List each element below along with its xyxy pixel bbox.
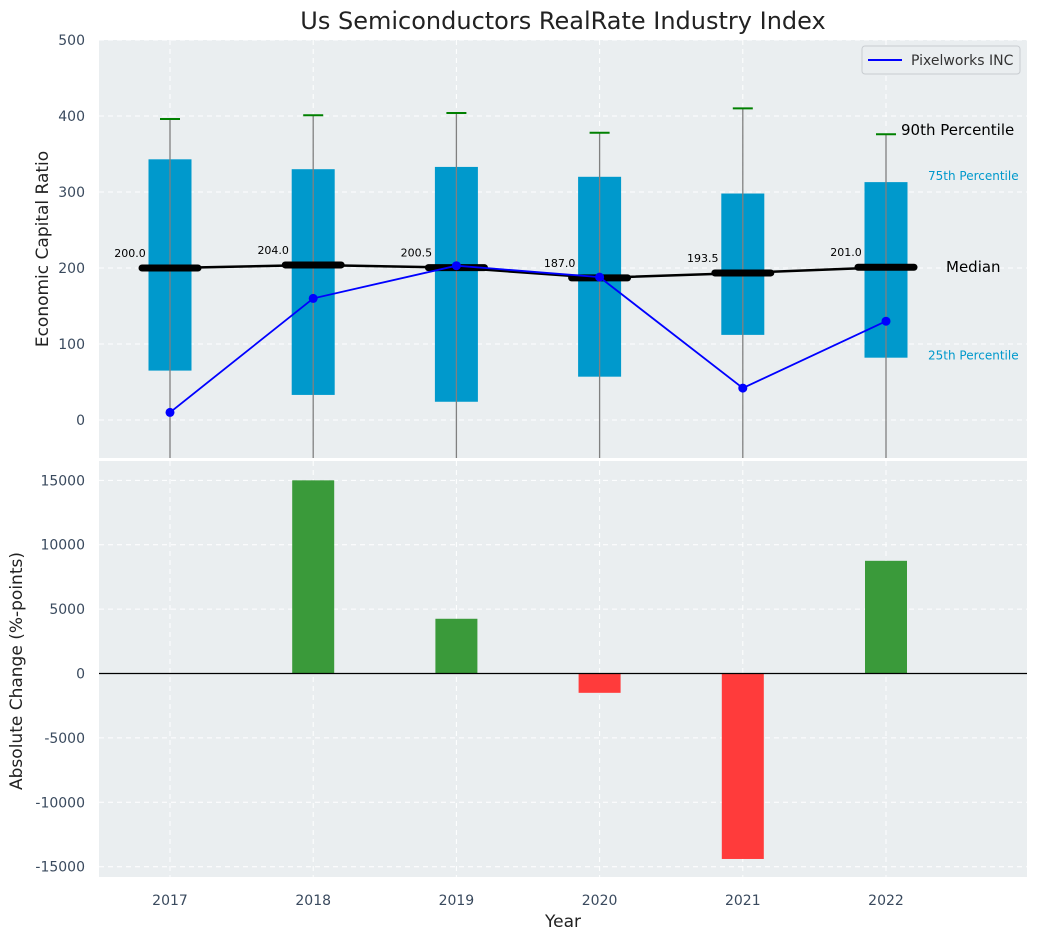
- median-value-label: 187.0: [544, 257, 576, 270]
- bottom-y-tick-label: 0: [76, 667, 85, 683]
- x-tick-label: 2017: [152, 893, 188, 909]
- change-bar: [435, 618, 478, 674]
- bottom-y-tick-label: -5000: [44, 731, 85, 747]
- x-tick-label: 2022: [868, 893, 904, 909]
- top-y-tick-label: 300: [58, 185, 85, 201]
- x-tick-label: 2021: [725, 893, 761, 909]
- change-bar: [292, 480, 335, 674]
- p25-annotation: 25th Percentile: [928, 349, 1019, 363]
- bottom-y-tick-label: 15000: [40, 473, 85, 489]
- legend-box: [861, 45, 1021, 75]
- median-value-label: 193.5: [687, 252, 719, 265]
- series-point: [308, 293, 318, 303]
- bottom-y-tick-label: 10000: [40, 538, 85, 554]
- series-point: [595, 272, 605, 282]
- series-point: [881, 316, 891, 326]
- bottom-y-tick-label: -10000: [35, 795, 85, 811]
- chart-title: Us Semiconductors RealRate Industry Inde…: [300, 7, 825, 35]
- bottom-panel: -15000 -10000 -5000 0 5000 10000 15000 2017 2018…: [35, 458, 1027, 909]
- series-point: [451, 261, 461, 271]
- top-y-axis-label: Economic Capital Ratio: [33, 151, 53, 347]
- bottom-y-tick-label: 5000: [49, 602, 85, 618]
- change-bar: [721, 673, 764, 859]
- change-bar: [865, 560, 907, 674]
- legend: Pixelworks INC: [861, 45, 1021, 75]
- change-bar: [578, 673, 621, 693]
- median-value-label: 200.5: [401, 247, 433, 260]
- median-annotation: Median: [946, 258, 1001, 276]
- series-point: [738, 383, 748, 393]
- x-tick-label: 2020: [582, 893, 618, 909]
- series-line: [169, 264, 887, 414]
- top-y-tick-label: 100: [58, 337, 85, 353]
- bottom-y-tick-label: -15000: [35, 860, 85, 876]
- median-value-label: 200.0: [114, 247, 146, 260]
- legend-label: Pixelworks INC: [911, 53, 1014, 69]
- p90-annotation: 90th Percentile: [901, 121, 1014, 139]
- median-value-label: 201.0: [830, 246, 862, 259]
- top-y-tick-label: 500: [58, 33, 85, 49]
- bottom-y-axis-label: Absolute Change (%-points): [7, 552, 27, 790]
- top-y-tick-label: 400: [58, 109, 85, 125]
- top-y-tick-label: 200: [58, 261, 85, 277]
- p75-annotation: 75th Percentile: [928, 169, 1019, 183]
- top-panel: 0 100 200 300 400 500 200.0 204.0 200.5 187.0 193.…: [58, 33, 1027, 458]
- series-point: [165, 407, 175, 417]
- median-value-label: 204.0: [257, 244, 289, 257]
- top-y-tick-label: 0: [76, 413, 85, 429]
- x-tick-label: 2018: [295, 893, 331, 909]
- x-tick-label: 2019: [439, 893, 475, 909]
- x-axis-label: Year: [544, 912, 581, 932]
